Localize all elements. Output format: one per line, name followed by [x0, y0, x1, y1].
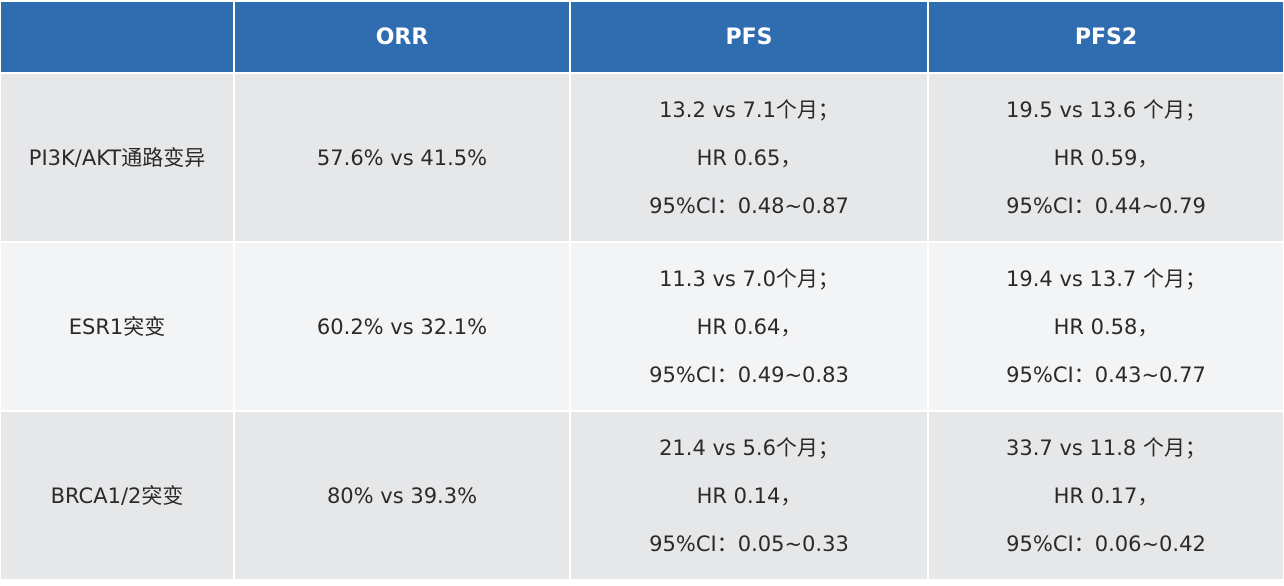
- header-pfs2: PFS2: [929, 2, 1283, 72]
- row-label: BRCA1/2突变: [1, 412, 233, 579]
- header-orr: ORR: [235, 2, 569, 72]
- pfs-hr: HR 0.65，: [696, 145, 802, 170]
- pfs2-hr: HR 0.58，: [1053, 314, 1159, 339]
- pfs2-cell: 33.7 vs 11.8 个月； HR 0.17， 95%CI：0.06~0.42: [929, 412, 1283, 579]
- row-label: ESR1突变: [1, 243, 233, 410]
- pfs-ci: 95%CI：0.48~0.87: [649, 193, 849, 218]
- pfs-months: 13.2 vs 7.1个月；: [659, 97, 839, 122]
- pfs2-ci: 95%CI：0.43~0.77: [1006, 362, 1206, 387]
- pfs2-ci: 95%CI：0.44~0.79: [1006, 193, 1206, 218]
- row-label: PI3K/AKT通路变异: [1, 74, 233, 241]
- pfs-hr: HR 0.64，: [696, 314, 802, 339]
- pfs-ci: 95%CI：0.05~0.33: [649, 531, 849, 556]
- table-row: PI3K/AKT通路变异 57.6% vs 41.5% 13.2 vs 7.1个…: [1, 74, 1283, 241]
- pfs-cell: 13.2 vs 7.1个月； HR 0.65， 95%CI：0.48~0.87: [571, 74, 927, 241]
- pfs2-hr: HR 0.59，: [1053, 145, 1159, 170]
- pfs-cell: 21.4 vs 5.6个月； HR 0.14， 95%CI：0.05~0.33: [571, 412, 927, 579]
- orr-cell: 60.2% vs 32.1%: [235, 243, 569, 410]
- table-row: BRCA1/2突变 80% vs 39.3% 21.4 vs 5.6个月； HR …: [1, 412, 1283, 579]
- pfs2-cell: 19.5 vs 13.6 个月； HR 0.59， 95%CI：0.44~0.79: [929, 74, 1283, 241]
- pfs2-months: 19.5 vs 13.6 个月；: [1006, 97, 1206, 122]
- pfs2-ci: 95%CI：0.06~0.42: [1006, 531, 1206, 556]
- orr-cell: 80% vs 39.3%: [235, 412, 569, 579]
- pfs2-cell: 19.4 vs 13.7 个月； HR 0.58， 95%CI：0.43~0.77: [929, 243, 1283, 410]
- pfs2-hr: HR 0.17，: [1053, 483, 1159, 508]
- orr-cell: 57.6% vs 41.5%: [235, 74, 569, 241]
- header-row: ORR PFS PFS2: [1, 2, 1283, 72]
- pfs2-months: 19.4 vs 13.7 个月；: [1006, 266, 1206, 291]
- pfs2-months: 33.7 vs 11.8 个月；: [1006, 435, 1206, 460]
- pfs-cell: 11.3 vs 7.0个月； HR 0.64， 95%CI：0.49~0.83: [571, 243, 927, 410]
- pfs-hr: HR 0.14，: [696, 483, 802, 508]
- header-pfs: PFS: [571, 2, 927, 72]
- header-blank: [1, 2, 233, 72]
- pfs-months: 11.3 vs 7.0个月；: [659, 266, 839, 291]
- pfs-months: 21.4 vs 5.6个月；: [659, 435, 839, 460]
- pfs-ci: 95%CI：0.49~0.83: [649, 362, 849, 387]
- table-row: ESR1突变 60.2% vs 32.1% 11.3 vs 7.0个月； HR 0…: [1, 243, 1283, 410]
